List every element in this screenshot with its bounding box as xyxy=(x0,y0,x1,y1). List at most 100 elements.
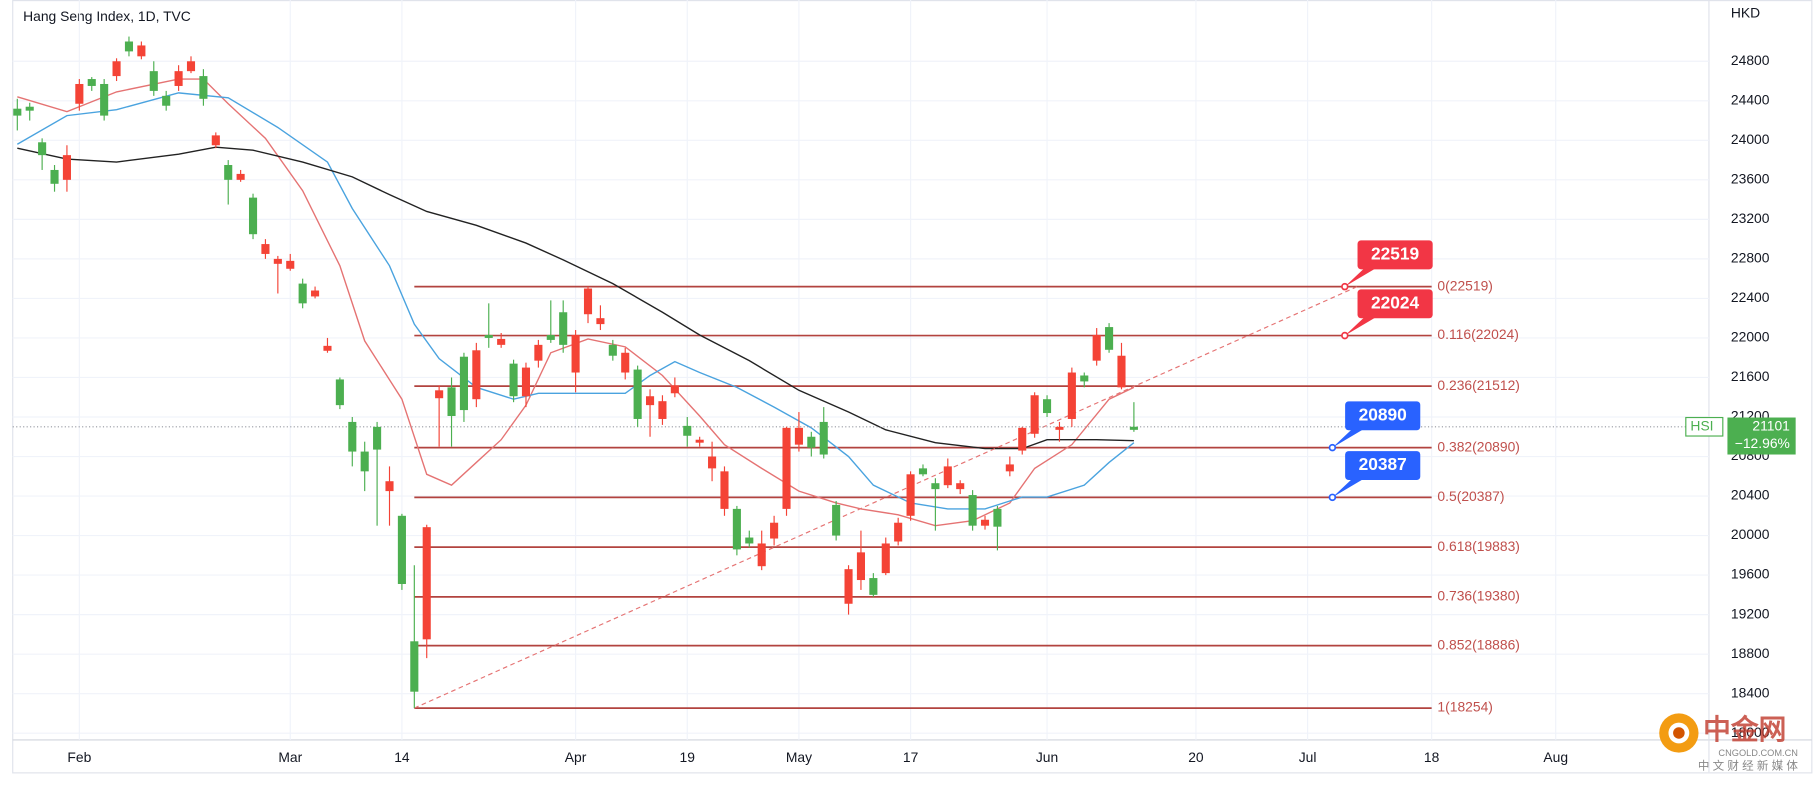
candle-body xyxy=(38,142,47,156)
fib-label: 0.852(18886) xyxy=(1437,636,1519,652)
fib-label: 0.736(19380) xyxy=(1437,587,1519,603)
fib-label: 0.5(20387) xyxy=(1437,488,1504,504)
candle-body xyxy=(918,468,928,475)
candle-body xyxy=(670,385,679,394)
candle-body xyxy=(658,401,667,419)
callout-pointer xyxy=(1332,429,1364,448)
candle-body xyxy=(732,508,741,550)
candle-body xyxy=(757,543,766,567)
fib-label: 0.236(21512) xyxy=(1437,377,1519,393)
candle-body xyxy=(1005,464,1014,472)
fib-label: 1(18254) xyxy=(1437,699,1492,715)
callout-box xyxy=(1357,240,1433,270)
y-tick-label: 21600 xyxy=(1731,368,1770,384)
callout-pointer xyxy=(1344,317,1377,336)
y-tick-label: 24400 xyxy=(1731,91,1770,107)
watermark-slogan: 中 文 财 经 新 媒 体 xyxy=(1698,759,1799,773)
candle-body xyxy=(273,258,282,264)
x-tick-label: 18 xyxy=(1424,749,1440,765)
candle-body xyxy=(124,41,134,52)
candle-body xyxy=(1043,399,1052,414)
candle-body xyxy=(794,427,803,445)
logo-core xyxy=(1673,727,1685,739)
candle-body xyxy=(1080,375,1089,382)
candle-body xyxy=(211,135,220,146)
candle-body xyxy=(782,427,791,509)
candle-body xyxy=(956,483,965,490)
candle-body xyxy=(75,83,84,104)
candle-body xyxy=(186,61,196,72)
change-label: −12.96% xyxy=(1735,435,1790,451)
candle-body xyxy=(236,173,245,180)
candle-body xyxy=(534,344,543,361)
candle-body xyxy=(25,106,34,111)
y-tick-label: 20400 xyxy=(1731,487,1770,503)
candle-body xyxy=(397,515,406,584)
x-tick-label: Mar xyxy=(278,749,302,765)
y-tick-label: 22000 xyxy=(1731,329,1770,345)
y-tick-label: 18400 xyxy=(1731,684,1770,700)
y-tick-label: 18800 xyxy=(1731,645,1770,661)
symbol-label: HSI xyxy=(1690,417,1713,433)
x-tick-label: Jul xyxy=(1299,749,1317,765)
candle-body xyxy=(1117,355,1126,388)
candle-body xyxy=(162,95,171,106)
candle-body xyxy=(348,421,357,452)
candle-body xyxy=(608,344,617,356)
candle-body xyxy=(248,197,258,235)
x-tick-label: Apr xyxy=(565,749,587,765)
candle-body xyxy=(112,61,121,77)
candle-body xyxy=(869,578,878,595)
candle-body xyxy=(1030,395,1039,434)
candle-body xyxy=(509,363,518,397)
candle-body xyxy=(596,318,605,325)
candle-body xyxy=(770,522,779,539)
candle-body xyxy=(224,165,233,180)
callout-anchor xyxy=(1328,443,1337,452)
candle-body xyxy=(298,283,307,304)
candle-body xyxy=(894,522,903,542)
candle-body xyxy=(137,45,146,57)
currency: HKD xyxy=(1731,5,1760,21)
candle-body xyxy=(13,108,22,116)
frame xyxy=(12,0,1813,774)
candle-body xyxy=(1105,327,1114,350)
candle-body xyxy=(311,290,320,297)
candle-body xyxy=(410,641,419,692)
candle-body xyxy=(546,334,555,340)
candle-body xyxy=(459,356,468,411)
x-tick-label: 19 xyxy=(680,749,696,765)
x-tick-label: 17 xyxy=(903,749,919,765)
candle-body xyxy=(856,552,865,581)
y-tick-label: 20000 xyxy=(1731,526,1770,542)
y-tick-label: 19600 xyxy=(1731,566,1770,582)
candle-body xyxy=(484,334,493,338)
candle-body xyxy=(968,495,977,526)
candle-body xyxy=(708,456,717,469)
callout-anchor xyxy=(1328,493,1337,502)
callout-label: 22519 xyxy=(1371,243,1419,263)
candle-body xyxy=(497,338,506,345)
candle-body xyxy=(472,350,481,400)
moving-average xyxy=(17,78,1135,527)
x-tick-label: May xyxy=(786,749,812,765)
watermark-site: CNGOLD.COM.CN xyxy=(1718,748,1798,758)
candle-body xyxy=(980,519,990,526)
candle-body xyxy=(807,436,816,448)
y-tick-label: 22800 xyxy=(1731,250,1770,266)
watermark: 中金网 CNGOLD.COM.CN 中 文 财 经 新 媒 体 xyxy=(1659,713,1799,773)
candle-body xyxy=(559,312,568,345)
candle-body xyxy=(373,426,382,450)
candle-body xyxy=(931,483,940,490)
x-tick-label: Aug xyxy=(1543,749,1568,765)
callout-pointer xyxy=(1344,268,1377,287)
fib-label: 0.116(22024) xyxy=(1437,326,1518,342)
symbol-badge xyxy=(1685,416,1724,437)
candle-body xyxy=(621,352,630,373)
candle-body xyxy=(695,439,704,443)
candle-body xyxy=(1092,334,1101,361)
trend-line xyxy=(414,286,1358,709)
y-tick-label: 24800 xyxy=(1731,52,1770,68)
y-tick-label: 18000 xyxy=(1731,724,1770,740)
callout-label: 20890 xyxy=(1359,404,1407,424)
